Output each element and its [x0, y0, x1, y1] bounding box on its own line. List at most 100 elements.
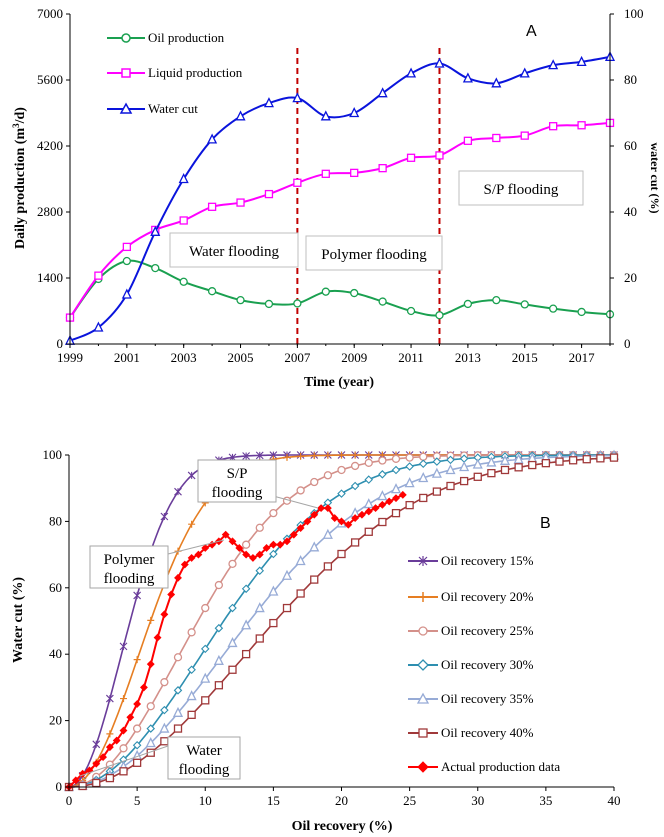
data-point-oil-recovery-15 [92, 740, 101, 749]
data-point-actual-production-data [160, 610, 169, 619]
data-point-oil-recovery-40 [92, 778, 101, 788]
data-point-oil-recovery-25 [364, 458, 373, 467]
data-point-oil-recovery-35 [363, 498, 374, 509]
panel-b-y-tick-label: 20 [49, 713, 62, 728]
panel-a-y2-tick-label: 60 [624, 138, 637, 153]
data-point-oil-recovery-15 [187, 471, 196, 480]
data-point-oil-recovery-25 [146, 702, 155, 711]
data-point-oil-recovery-40 [446, 481, 455, 491]
data-point-oil-recovery-20 [120, 695, 127, 703]
annotation-water-flooding-b: Water flooding [167, 736, 241, 780]
panel-b-x-tick-label: 0 [66, 793, 73, 808]
data-point-oil-recovery-25 [119, 744, 128, 753]
data-point-oil-recovery-30 [432, 457, 442, 466]
annotation-water-flooding-b-text: Water flooding [179, 743, 230, 778]
data-point-oil-recovery-25 [269, 508, 278, 518]
data-point-oil-recovery-40 [378, 517, 387, 527]
callout-leader-water [79, 745, 169, 777]
panel-a-y-tick-label: 7000 [37, 6, 63, 21]
data-point-actual-production-data [119, 726, 128, 735]
data-point-oil-recovery-20 [351, 451, 359, 459]
legend-oil-recovery-25-marker [418, 626, 428, 636]
data-point-oil-recovery-20 [133, 656, 141, 664]
data-point-water-cut [121, 288, 132, 299]
data-point-actual-production-data [283, 537, 291, 546]
data-point-actual-production-data [92, 759, 101, 768]
data-point-oil-recovery-25 [214, 580, 224, 590]
data-point-oil-recovery-40 [459, 476, 469, 486]
data-point-oil-recovery-35 [377, 490, 388, 501]
legend-liquid-production-label: Liquid production [148, 65, 243, 80]
data-point-water-cut [349, 107, 360, 118]
annotation-polymer-flooding-b: Polymer flooding [89, 545, 169, 589]
data-point-oil-recovery-40 [432, 487, 442, 496]
data-point-oil-recovery-15 [174, 487, 182, 496]
legend-actual-production-data-marker [417, 761, 429, 773]
data-point-oil-recovery-35 [404, 477, 415, 488]
data-point-oil-recovery-35 [390, 483, 402, 494]
annotation-polymer-flooding-a-text: Polymer flooding [321, 247, 427, 263]
data-point-oil-recovery-35 [268, 585, 279, 596]
data-point-oil-production [549, 304, 558, 313]
data-point-liquid-production [207, 202, 217, 211]
data-point-oil-recovery-35 [418, 472, 429, 483]
panel-a-y2-tick-label: 20 [624, 270, 637, 285]
legend-oil-recovery-20-label: Oil recovery 20% [441, 589, 534, 604]
data-point-water-cut [406, 67, 417, 78]
data-point-oil-recovery-25 [241, 540, 251, 549]
data-point-oil-recovery-30 [350, 481, 360, 491]
data-point-oil-recovery-40 [596, 454, 605, 463]
data-point-oil-recovery-20 [324, 451, 332, 459]
data-point-water-cut [292, 92, 303, 103]
data-point-oil-recovery-40 [228, 665, 237, 674]
data-point-oil-recovery-30 [160, 705, 169, 715]
annotation-water-flooding-a-box [169, 232, 299, 268]
panel-a-x-tick-label: 2003 [171, 350, 197, 365]
legend-oil-recovery-20-marker [418, 592, 428, 602]
data-point-oil-recovery-40 [364, 527, 373, 536]
data-point-liquid-production [577, 121, 586, 130]
annotation-polymer-flooding-b-line1: Polymer [104, 552, 155, 568]
data-point-liquid-production [236, 198, 245, 207]
legend-water-cut: Water cut [107, 101, 198, 116]
data-point-liquid-production [463, 136, 473, 145]
panel-a-x-tick-label: 1999 [57, 350, 83, 365]
data-point-oil-production [122, 256, 131, 266]
legend-oil-recovery-30-label: Oil recovery 30% [441, 657, 534, 672]
data-point-actual-production-data [310, 510, 319, 519]
data-point-oil-recovery-40 [296, 589, 305, 598]
panel-a-x-tick-label: 2011 [398, 350, 424, 365]
data-point-oil-recovery-25 [187, 628, 196, 637]
data-point-liquid-production [179, 216, 188, 225]
data-point-water-cut [519, 67, 530, 78]
data-point-water-cut [377, 87, 388, 98]
data-point-oil-recovery-15 [119, 642, 128, 651]
data-point-oil-recovery-40 [269, 618, 278, 628]
annotation-water-flooding-b-line1: Water [186, 743, 221, 759]
data-point-oil-recovery-30 [173, 686, 183, 695]
data-point-oil-recovery-40 [255, 634, 264, 643]
panel-a-y-tick-label: 4200 [37, 138, 63, 153]
data-point-oil-recovery-40 [323, 562, 333, 571]
legend-actual-production-data: Actual production data [408, 759, 560, 774]
panel-a-axes [66, 13, 614, 348]
legend-water-cut-marker [119, 102, 133, 114]
panel-b-y-tick-label: 100 [43, 447, 63, 462]
data-point-oil-recovery-40 [310, 575, 319, 584]
data-point-oil-recovery-20 [310, 452, 318, 460]
annotation-water-flooding-a-text: Water flooding [189, 244, 280, 260]
data-point-oil-recovery-15 [242, 452, 251, 460]
data-point-actual-production-data [317, 504, 325, 513]
data-point-oil-production [321, 287, 330, 296]
data-point-oil-recovery-30 [364, 475, 374, 484]
data-point-oil-recovery-20 [283, 453, 291, 461]
data-point-oil-recovery-40 [214, 681, 224, 690]
data-point-oil-production [207, 287, 217, 296]
data-point-oil-recovery-25 [323, 471, 333, 480]
data-point-oil-recovery-25 [160, 678, 169, 687]
data-point-liquid-production [122, 242, 131, 252]
panel-a-y-axis-title-sup: 3 [11, 123, 21, 128]
legend-actual-production-data-label: Actual production data [441, 759, 560, 774]
data-point-oil-recovery-35 [213, 654, 224, 665]
callout-leader-polymer [167, 539, 225, 555]
